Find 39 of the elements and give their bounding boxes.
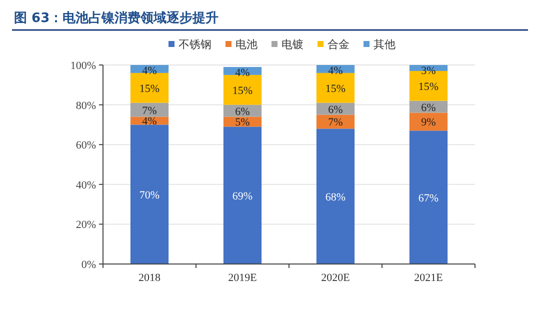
x-tick-label: 2019E bbox=[228, 272, 258, 284]
data-label: 6% bbox=[421, 102, 436, 114]
legend-label: 合金 bbox=[328, 38, 350, 51]
legend-label: 电池 bbox=[236, 38, 258, 51]
data-label: 15% bbox=[139, 82, 160, 95]
data-label: 15% bbox=[418, 80, 439, 93]
bar bbox=[316, 72, 355, 103]
data-label: 5% bbox=[235, 116, 250, 129]
data-label: 7% bbox=[142, 104, 157, 117]
y-tick-label: 40% bbox=[76, 179, 96, 192]
bar bbox=[130, 72, 169, 103]
data-label: 69% bbox=[232, 190, 253, 202]
data-label: 68% bbox=[325, 191, 346, 204]
data-label: 70% bbox=[139, 189, 160, 202]
x-tick-label: 2020E bbox=[321, 272, 350, 284]
data-label: 67% bbox=[418, 192, 439, 204]
y-tick-label: 80% bbox=[76, 100, 96, 112]
data-label: 6% bbox=[235, 106, 250, 118]
data-label: 7% bbox=[328, 116, 343, 129]
y-tick-label: 0% bbox=[81, 259, 96, 271]
legend-label: 电镀 bbox=[282, 38, 304, 51]
chart-title: 图 63：电池占镍消费领域逐步提升 bbox=[14, 10, 219, 26]
data-label: 15% bbox=[232, 84, 253, 97]
legend-label: 其他 bbox=[374, 38, 396, 51]
x-tick-label: 2021E bbox=[414, 272, 444, 284]
data-label: 15% bbox=[325, 82, 346, 95]
bar bbox=[409, 130, 448, 264]
bar bbox=[130, 124, 169, 264]
bar bbox=[223, 126, 262, 264]
y-tick-label: 100% bbox=[70, 60, 96, 72]
data-label: 6% bbox=[328, 104, 343, 116]
legend-label: 不锈钢 bbox=[178, 38, 212, 51]
y-tick-label: 20% bbox=[76, 219, 96, 232]
data-label: 9% bbox=[421, 116, 436, 129]
data-label: 4% bbox=[142, 116, 157, 128]
y-tick-label: 60% bbox=[76, 140, 96, 152]
x-tick-label: 2018 bbox=[138, 272, 161, 284]
bar bbox=[223, 74, 262, 105]
bar bbox=[316, 128, 355, 264]
